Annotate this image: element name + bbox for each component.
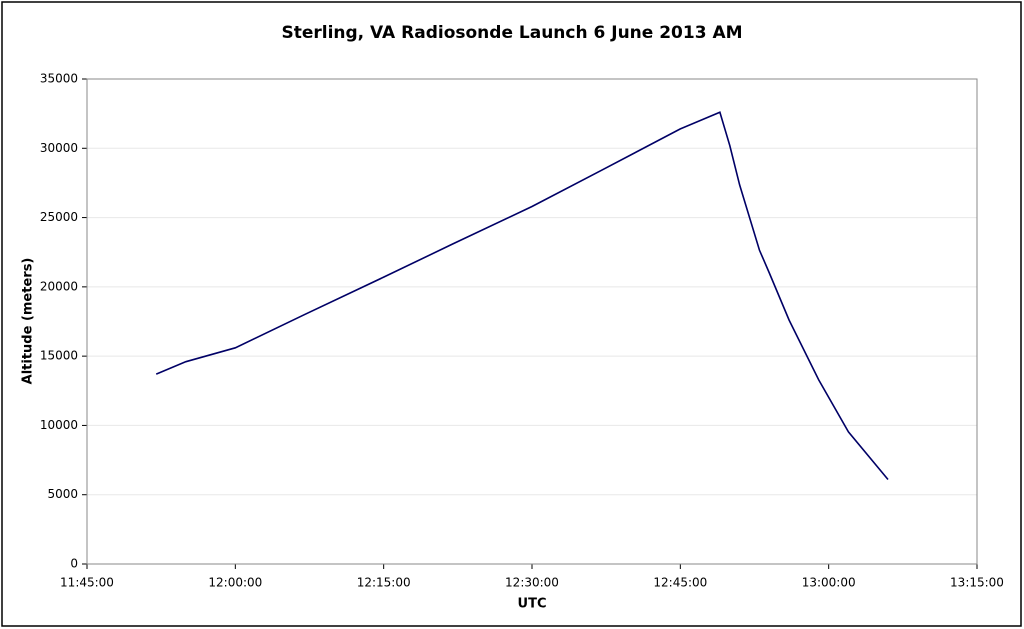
y-tick-label: 35000 — [40, 72, 78, 86]
y-tick-label: 0 — [70, 557, 78, 571]
x-tick-label: 12:15:00 — [357, 576, 411, 590]
x-tick-label: 13:15:00 — [950, 576, 1004, 590]
y-tick-label: 30000 — [40, 141, 78, 155]
y-tick-label: 25000 — [40, 210, 78, 224]
chart-title: Sterling, VA Radiosonde Launch 6 June 20… — [281, 23, 742, 43]
y-tick-label: 15000 — [40, 349, 78, 363]
x-tick-label: 12:00:00 — [208, 576, 262, 590]
x-tick-label: 13:00:00 — [802, 576, 856, 590]
x-axis-title: UTC — [518, 597, 547, 612]
y-tick-label: 20000 — [40, 279, 78, 293]
plot-frame — [86, 78, 978, 565]
x-tick-label: 11:45:00 — [60, 576, 114, 590]
x-tick-label: 12:45:00 — [653, 576, 707, 590]
y-tick-label: 10000 — [40, 418, 78, 432]
x-tick-label: 12:30:00 — [505, 576, 559, 590]
y-tick-label: 5000 — [47, 487, 78, 501]
data-line — [155, 111, 889, 480]
y-axis-title: Altitude (meters) — [21, 258, 36, 385]
